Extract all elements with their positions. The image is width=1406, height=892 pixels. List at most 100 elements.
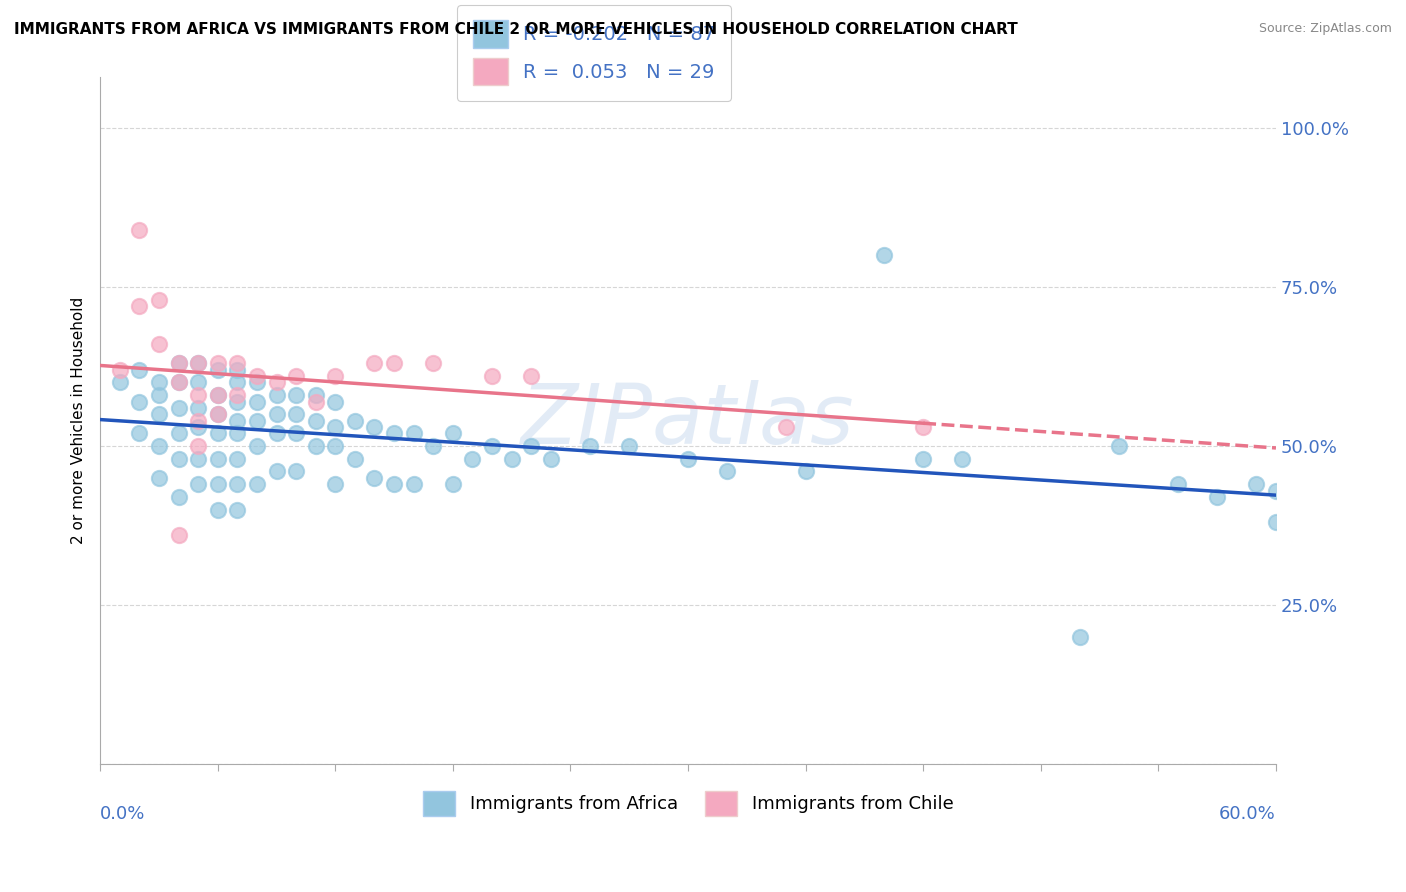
Point [226, 502, 249, 516]
Point [207, 363, 229, 377]
Point [579, 439, 602, 453]
Point [167, 376, 190, 390]
Point [226, 388, 249, 402]
Point [207, 407, 229, 421]
Point [187, 439, 209, 453]
Point [207, 356, 229, 370]
Point [619, 439, 641, 453]
Point [128, 426, 150, 441]
Point [520, 439, 543, 453]
Point [285, 407, 308, 421]
Point [402, 426, 425, 441]
Point [226, 477, 249, 491]
Point [285, 388, 308, 402]
Point [794, 465, 817, 479]
Text: 60.0%: 60.0% [1219, 805, 1277, 823]
Point [148, 388, 170, 402]
Point [266, 465, 288, 479]
Point [207, 502, 229, 516]
Point [128, 363, 150, 377]
Point [108, 363, 131, 377]
Point [382, 426, 405, 441]
Point [207, 407, 229, 421]
Point [422, 356, 444, 370]
Point [207, 388, 229, 402]
Point [167, 376, 190, 390]
Point [187, 356, 209, 370]
Point [441, 426, 464, 441]
Point [676, 451, 699, 466]
Point [323, 394, 346, 409]
Point [363, 356, 385, 370]
Point [246, 414, 269, 428]
Point [323, 477, 346, 491]
Point [246, 376, 269, 390]
Point [1246, 477, 1268, 491]
Point [285, 465, 308, 479]
Point [167, 356, 190, 370]
Point [167, 451, 190, 466]
Point [343, 451, 366, 466]
Point [305, 414, 328, 428]
Text: ZIPatlas: ZIPatlas [522, 380, 855, 461]
Point [128, 223, 150, 237]
Point [285, 426, 308, 441]
Text: IMMIGRANTS FROM AFRICA VS IMMIGRANTS FROM CHILE 2 OR MORE VEHICLES IN HOUSEHOLD : IMMIGRANTS FROM AFRICA VS IMMIGRANTS FRO… [14, 22, 1018, 37]
Point [148, 439, 170, 453]
Point [305, 394, 328, 409]
Point [187, 388, 209, 402]
Point [226, 414, 249, 428]
Point [128, 394, 150, 409]
Point [148, 376, 170, 390]
Legend: Immigrants from Africa, Immigrants from Chile: Immigrants from Africa, Immigrants from … [415, 783, 960, 823]
Point [167, 426, 190, 441]
Point [305, 439, 328, 453]
Point [285, 369, 308, 384]
Point [912, 420, 935, 434]
Point [1265, 483, 1288, 498]
Point [266, 376, 288, 390]
Point [187, 414, 209, 428]
Point [148, 471, 170, 485]
Point [363, 420, 385, 434]
Point [167, 528, 190, 542]
Point [540, 451, 562, 466]
Text: 0.0%: 0.0% [100, 805, 145, 823]
Text: Source: ZipAtlas.com: Source: ZipAtlas.com [1258, 22, 1392, 36]
Point [246, 394, 269, 409]
Point [108, 376, 131, 390]
Point [716, 465, 738, 479]
Point [167, 356, 190, 370]
Point [363, 471, 385, 485]
Point [187, 451, 209, 466]
Point [187, 401, 209, 415]
Point [207, 426, 229, 441]
Point [226, 394, 249, 409]
Point [402, 477, 425, 491]
Point [187, 420, 209, 434]
Point [912, 451, 935, 466]
Point [343, 414, 366, 428]
Point [167, 490, 190, 504]
Point [382, 356, 405, 370]
Point [148, 407, 170, 421]
Point [148, 293, 170, 307]
Point [520, 369, 543, 384]
Point [226, 451, 249, 466]
Point [167, 401, 190, 415]
Point [461, 451, 484, 466]
Point [1265, 516, 1288, 530]
Point [207, 451, 229, 466]
Point [266, 407, 288, 421]
Point [382, 477, 405, 491]
Point [128, 299, 150, 313]
Point [441, 477, 464, 491]
Point [323, 420, 346, 434]
Point [323, 369, 346, 384]
Point [207, 477, 229, 491]
Point [501, 451, 523, 466]
Point [950, 451, 973, 466]
Y-axis label: 2 or more Vehicles in Household: 2 or more Vehicles in Household [72, 297, 86, 544]
Point [323, 439, 346, 453]
Point [481, 369, 503, 384]
